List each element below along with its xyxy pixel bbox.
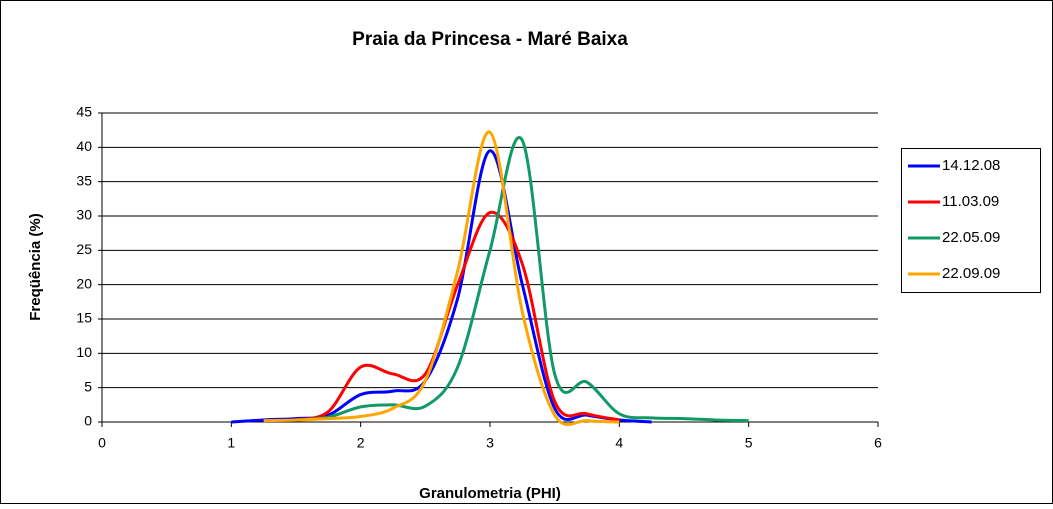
series-line	[295, 136, 749, 423]
legend	[901, 148, 1041, 293]
y-tick-label: 10	[76, 344, 92, 360]
x-tick-label: 2	[357, 435, 365, 451]
y-tick-label: 45	[76, 104, 92, 120]
x-tick-label: 5	[745, 435, 753, 451]
x-tick-label: 0	[98, 435, 106, 451]
chart-title: Praia da Princesa - Maré Baixa	[352, 29, 628, 50]
y-tick-label: 20	[76, 275, 92, 291]
legend-label: 22.09.09	[942, 265, 1000, 282]
y-tick-label: 15	[76, 310, 92, 326]
legend-label: 22.05.09	[942, 229, 1000, 246]
y-tick-label: 35	[76, 172, 92, 188]
series-line	[263, 130, 620, 427]
x-tick-label: 3	[486, 435, 494, 451]
legend-label: 14.12.08	[942, 157, 1000, 174]
y-tick-label: 30	[76, 207, 92, 223]
y-tick-label: 0	[84, 413, 92, 429]
x-tick-label: 6	[874, 435, 882, 451]
y-axis-label: Freqüência (%)	[27, 213, 44, 321]
series-line	[295, 210, 620, 422]
x-tick-label: 1	[227, 435, 235, 451]
x-tick-label: 4	[615, 435, 623, 451]
y-tick-label: 40	[76, 138, 92, 154]
x-axis-label: Granulometria (PHI)	[419, 485, 561, 502]
legend-label: 11.03.09	[942, 193, 999, 210]
y-tick-label: 25	[76, 241, 92, 257]
y-tick-label: 5	[84, 378, 92, 394]
